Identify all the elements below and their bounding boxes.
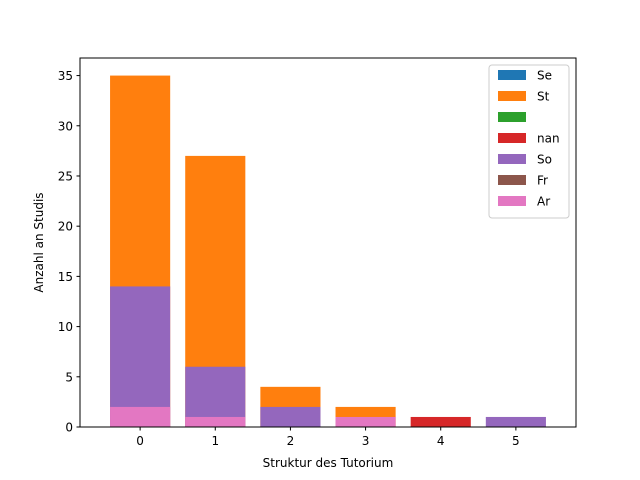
x-tick-label: 4 bbox=[437, 434, 445, 448]
bar-So-0 bbox=[110, 286, 171, 427]
x-tick-label: 1 bbox=[211, 434, 219, 448]
bar-nan-4 bbox=[410, 416, 471, 427]
y-tick-label: 10 bbox=[58, 320, 73, 334]
legend-label-Ar: Ar bbox=[537, 195, 550, 209]
bar-So-5 bbox=[485, 416, 546, 427]
y-axis-label: Anzahl an Studis bbox=[32, 192, 46, 292]
x-tick-label: 5 bbox=[512, 434, 520, 448]
y-tick-label: 5 bbox=[65, 370, 73, 384]
y-tick-label: 0 bbox=[65, 421, 73, 435]
y-tick-label: 20 bbox=[58, 220, 73, 234]
bar-Ar-1 bbox=[185, 416, 246, 427]
legend-swatch-So bbox=[498, 154, 526, 164]
bar-So-1 bbox=[185, 366, 246, 427]
y-axis-ticks: 0 5 10 15 20 25 30 35 bbox=[58, 69, 80, 435]
bar-Ar-0 bbox=[110, 406, 171, 427]
y-tick-label: 30 bbox=[58, 119, 73, 133]
legend-swatch-Ar bbox=[498, 196, 526, 206]
legend-label-nan: nan bbox=[537, 132, 560, 146]
x-axis-ticks: 0 1 2 3 4 5 bbox=[136, 427, 520, 448]
legend-swatch-nan bbox=[498, 133, 526, 143]
legend-label-Fr: Fr bbox=[537, 174, 548, 188]
x-axis-label: Struktur des Tutorium bbox=[263, 456, 394, 470]
legend-swatch-Fr bbox=[498, 175, 526, 185]
bars-layer bbox=[110, 75, 546, 428]
plot-frame bbox=[79, 57, 577, 428]
legend-swatch-St bbox=[498, 91, 526, 101]
legend-label-Se: Se bbox=[537, 69, 552, 83]
bar-So-2 bbox=[260, 406, 321, 427]
x-tick-label: 2 bbox=[287, 434, 295, 448]
y-tick-label: 15 bbox=[58, 270, 73, 284]
bar-Ar-3 bbox=[335, 416, 396, 427]
legend-swatch-series2 bbox=[498, 112, 526, 122]
y-tick-label: 25 bbox=[58, 169, 73, 183]
legend: Se St nan So Fr Ar bbox=[488, 64, 570, 219]
legend-label-St: St bbox=[537, 90, 550, 104]
x-tick-label: 0 bbox=[136, 434, 144, 448]
legend-label-So: So bbox=[537, 153, 552, 167]
legend-swatch-Se bbox=[498, 70, 526, 80]
y-tick-label: 35 bbox=[58, 69, 73, 83]
x-tick-label: 3 bbox=[362, 434, 370, 448]
